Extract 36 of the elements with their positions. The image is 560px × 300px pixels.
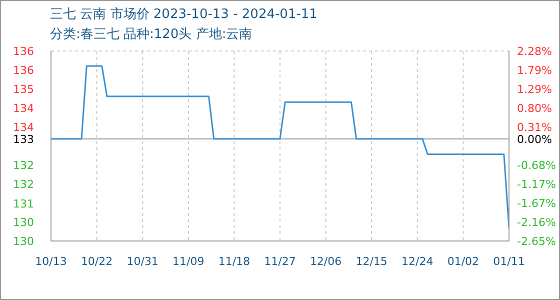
x-tick-label: 12/24	[402, 254, 434, 268]
y2-tick-label: 0.80%	[517, 102, 552, 116]
y2-tick-label: 0.31%	[517, 120, 552, 134]
chart-title: 三七 云南 市场价 2023-10-13 - 2024-01-11	[50, 6, 318, 23]
line-series	[51, 65, 509, 229]
y2-tick-label: -2.65%	[517, 235, 556, 248]
y-tick-label: 130	[13, 235, 34, 248]
y-tick-label: 134	[13, 121, 34, 134]
x-tick-label: 01/11	[493, 254, 525, 268]
x-tick-label: 01/02	[447, 254, 480, 268]
chart-subtitle: 分类:春三七 品种:120头 产地:云南	[50, 26, 252, 43]
x-tick-label: 12/15	[356, 254, 388, 268]
y-tick-label: 132	[13, 159, 34, 172]
y2-tick-label: 1.79%	[517, 64, 552, 77]
y2-tick-label: 2.28%	[517, 45, 552, 58]
y-tick-label: 136	[13, 45, 34, 58]
y2-tick-label: -1.17%	[517, 178, 556, 191]
x-tick-label: 11/09	[172, 254, 204, 268]
y-tick-label: 135	[13, 83, 34, 96]
y-tick-label: 136	[13, 64, 34, 77]
x-tick-label: 10/22	[80, 254, 113, 268]
y2-tick-label: 0.00%	[517, 132, 552, 146]
x-tick-label: 10/31	[126, 254, 158, 268]
x-tick-label: 11/27	[264, 254, 296, 268]
y-tick-label: 133	[13, 132, 34, 146]
y2-tick-label: -0.68%	[517, 159, 556, 172]
y-tick-label: 130	[13, 216, 34, 230]
y2-tick-label: -2.16%	[517, 216, 556, 230]
y2-tick-label: 1.29%	[517, 83, 552, 96]
y-tick-label: 131	[13, 197, 34, 210]
x-tick-label: 12/06	[310, 254, 342, 268]
x-tick-label: 11/18	[218, 254, 250, 268]
x-tick-label: 10/13	[35, 254, 67, 268]
y-tick-label: 134	[13, 102, 34, 115]
y2-tick-label: -1.67%	[517, 197, 556, 210]
y-tick-label: 132	[13, 178, 34, 192]
